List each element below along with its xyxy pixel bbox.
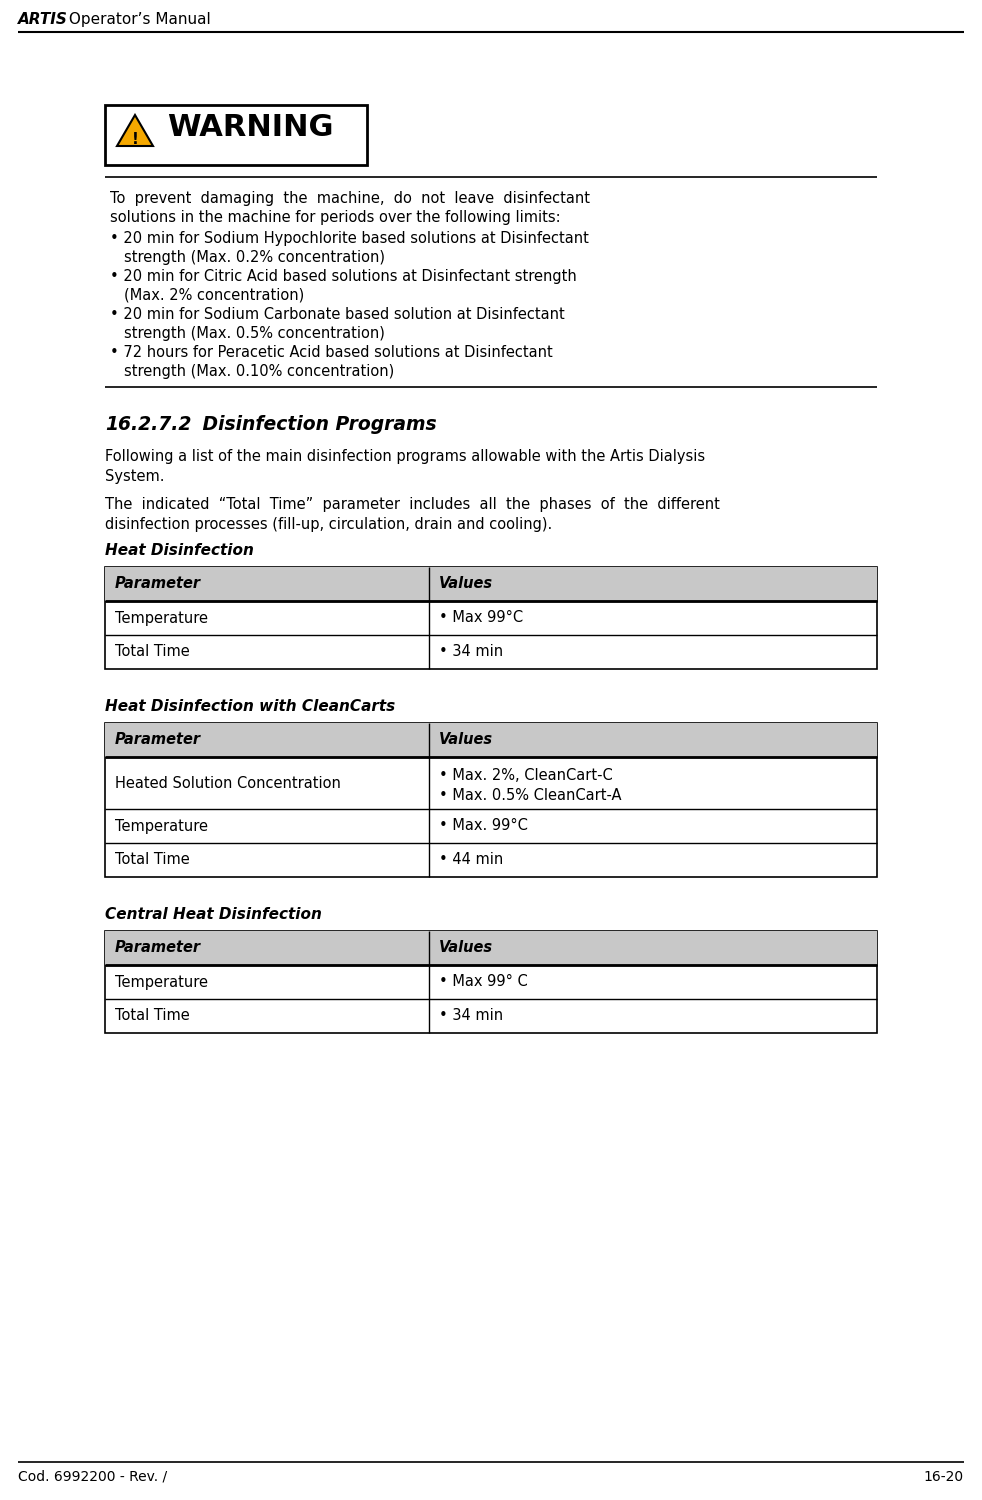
Bar [105,105,367,165]
Text: Total Time: Total Time [115,645,190,660]
Bar [105,567,877,669]
Text: The  indicated  “Total  Time”  parameter  includes  all  the  phases  of  the  d: The indicated “Total Time” parameter inc… [105,496,720,512]
Bar [105,567,877,602]
Text: • Max. 99°C: • Max. 99°C [439,819,528,834]
Text: strength (Max. 0.10% concentration): strength (Max. 0.10% concentration) [124,364,394,380]
Text: ARTIS: ARTIS [18,12,68,27]
Text: Values: Values [439,576,493,591]
Text: Parameter: Parameter [115,940,201,956]
Text: Heat Disinfection with CleanCarts: Heat Disinfection with CleanCarts [105,699,395,714]
Text: Heat Disinfection: Heat Disinfection [105,543,254,558]
Text: • 34 min: • 34 min [439,645,504,660]
Text: Values: Values [439,732,493,747]
Text: 16.2.7.2: 16.2.7.2 [105,416,191,434]
Text: • 72 hours for Peracetic Acid based solutions at Disinfectant: • 72 hours for Peracetic Acid based solu… [110,345,553,360]
Text: 16-20: 16-20 [924,1470,964,1484]
Text: disinfection processes (fill-up, circulation, drain and cooling).: disinfection processes (fill-up, circula… [105,518,552,532]
Bar [105,723,877,878]
Text: strength (Max. 0.5% concentration): strength (Max. 0.5% concentration) [124,326,385,340]
Text: • 34 min: • 34 min [439,1008,504,1023]
Bar [105,932,877,1034]
Text: Total Time: Total Time [115,852,190,867]
Text: Values: Values [439,940,493,956]
Text: strength (Max. 0.2% concentration): strength (Max. 0.2% concentration) [124,251,385,266]
Text: Parameter: Parameter [115,576,201,591]
Bar [105,723,877,758]
Text: Temperature: Temperature [115,819,208,834]
Text: • Max 99°C: • Max 99°C [439,610,523,626]
Text: Parameter: Parameter [115,732,201,747]
Text: (Max. 2% concentration): (Max. 2% concentration) [124,288,304,303]
Text: !: ! [132,132,138,147]
Text: • Max 99° C: • Max 99° C [439,975,528,990]
Text: Total Time: Total Time [115,1008,190,1023]
Text: Cod. 6992200 - Rev. /: Cod. 6992200 - Rev. / [18,1470,167,1484]
Text: Central Heat Disinfection: Central Heat Disinfection [105,908,322,922]
Text: Operator’s Manual: Operator’s Manual [64,12,211,27]
Bar [105,932,877,964]
Text: Following a list of the main disinfection programs allowable with the Artis Dial: Following a list of the main disinfectio… [105,448,705,464]
Text: • Max. 2%, CleanCart-C: • Max. 2%, CleanCart-C [439,768,613,783]
Text: Temperature: Temperature [115,975,208,990]
Text: solutions in the machine for periods over the following limits:: solutions in the machine for periods ove… [110,210,561,225]
Text: • 44 min: • 44 min [439,852,504,867]
Text: Temperature: Temperature [115,610,208,626]
Text: • 20 min for Sodium Carbonate based solution at Disinfectant: • 20 min for Sodium Carbonate based solu… [110,308,565,322]
Text: • Max. 0.5% CleanCart-A: • Max. 0.5% CleanCart-A [439,788,622,802]
Polygon shape [117,116,153,146]
Text: Disinfection Programs: Disinfection Programs [183,416,437,434]
Text: Heated Solution Concentration: Heated Solution Concentration [115,776,341,790]
Text: • 20 min for Citric Acid based solutions at Disinfectant strength: • 20 min for Citric Acid based solutions… [110,268,576,284]
Text: To  prevent  damaging  the  machine,  do  not  leave  disinfectant: To prevent damaging the machine, do not … [110,190,590,206]
Text: WARNING: WARNING [167,112,334,142]
Text: System.: System. [105,470,165,484]
Text: • 20 min for Sodium Hypochlorite based solutions at Disinfectant: • 20 min for Sodium Hypochlorite based s… [110,231,589,246]
